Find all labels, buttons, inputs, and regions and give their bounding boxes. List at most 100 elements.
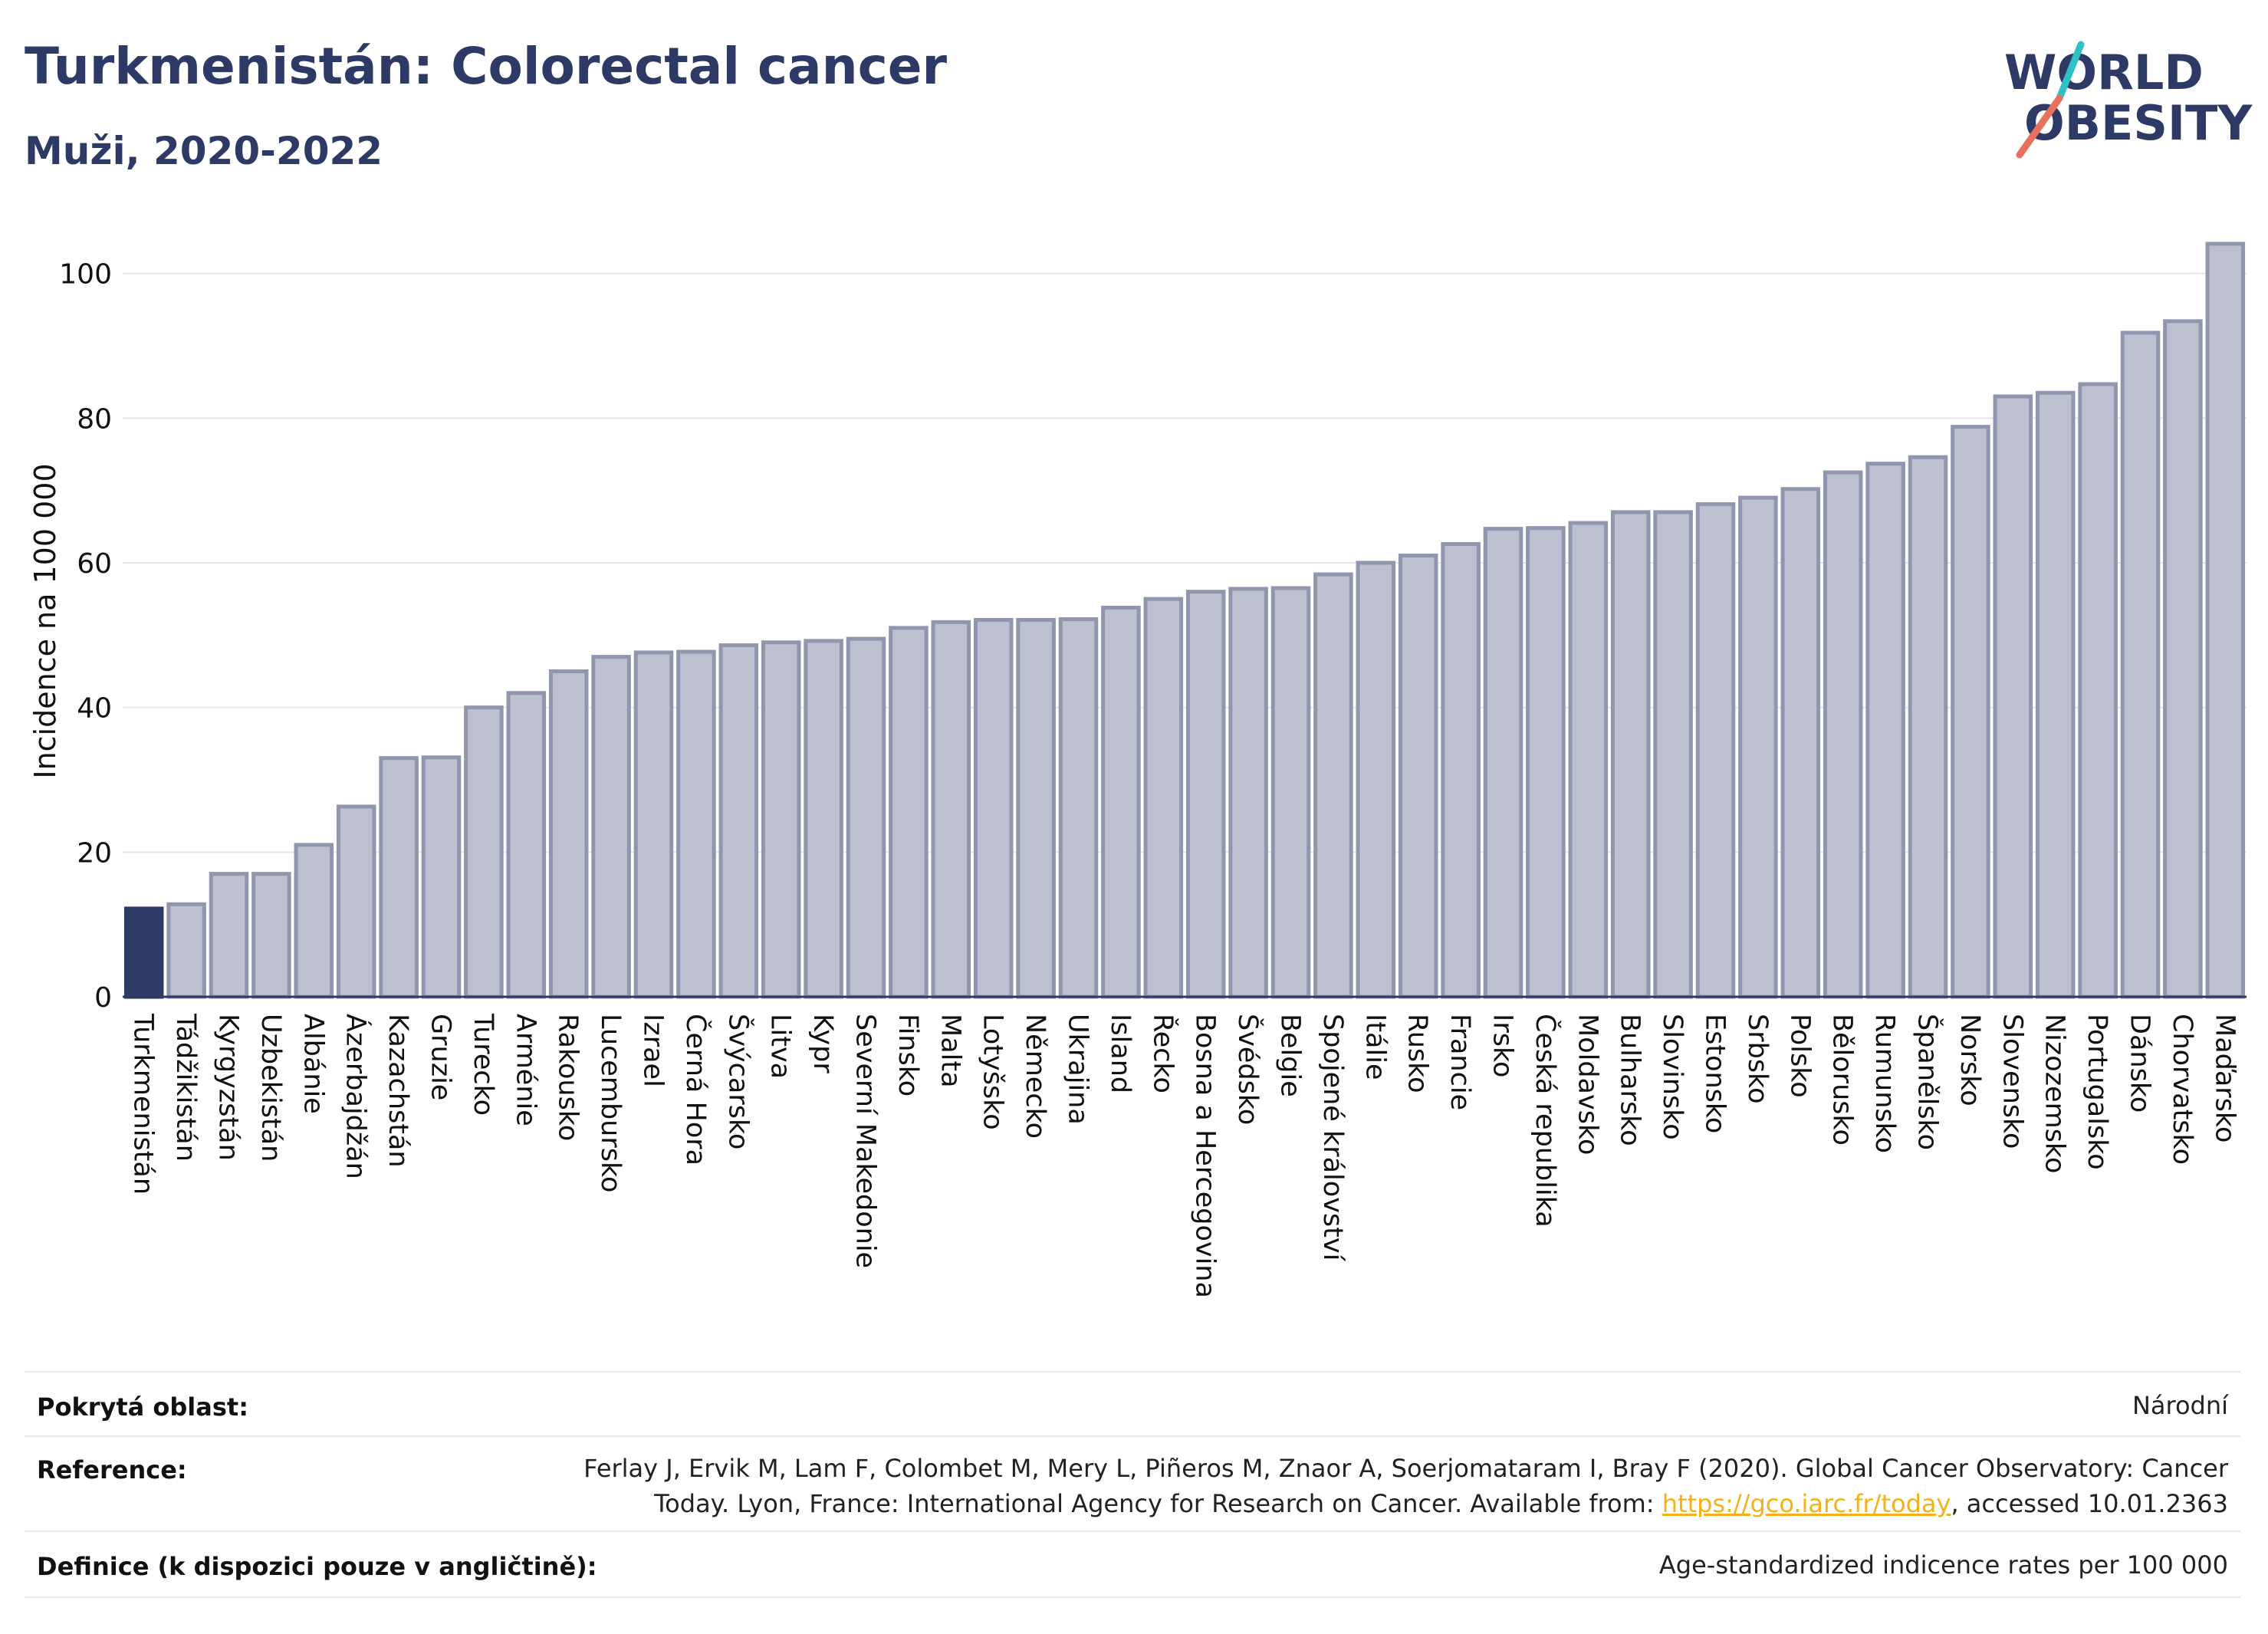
bar[interactable]: [123, 906, 164, 999]
bar[interactable]: [2035, 390, 2076, 999]
x-tick-label: Španělsko: [1912, 1014, 1944, 1150]
bar[interactable]: [889, 626, 929, 999]
x-tick-label: Belgie: [1275, 1014, 1306, 1097]
x-tick-label: Slovinsko: [1657, 1014, 1688, 1140]
x-tick-label: Nizozemsko: [2040, 1014, 2070, 1173]
x-tick-label: Island: [1105, 1014, 1136, 1093]
x-tick-label: Uzbekistán: [255, 1014, 286, 1162]
bar[interactable]: [1526, 526, 1566, 999]
x-tick-label: Portugalsko: [2082, 1014, 2112, 1170]
bar[interactable]: [846, 636, 886, 999]
bar[interactable]: [1058, 617, 1099, 999]
bar[interactable]: [718, 643, 759, 999]
bar[interactable]: [2205, 242, 2246, 999]
bar[interactable]: [1780, 487, 1821, 999]
x-tick-label: Francie: [1445, 1014, 1475, 1110]
reference-link[interactable]: https://gco.iarc.fr/today: [1662, 1489, 1951, 1518]
bar[interactable]: [973, 617, 1014, 999]
x-tick-label: Černá Hora: [680, 1014, 712, 1165]
info-row-coverage: Pokrytá oblast: Národní: [25, 1371, 2240, 1437]
x-tick-label: Ázerbajdžán: [340, 1014, 373, 1179]
x-tick-label: Lucembursko: [595, 1014, 626, 1192]
bar[interactable]: [1908, 455, 1948, 999]
bar[interactable]: [2163, 319, 2203, 999]
bar[interactable]: [931, 620, 971, 999]
bar[interactable]: [1738, 495, 1778, 999]
info-row-reference: Reference: Ferlay J, Ervik M, Lam F, Col…: [25, 1435, 2240, 1532]
bar[interactable]: [591, 655, 631, 999]
x-tick-label: Rakousko: [553, 1014, 583, 1141]
reference-label: Reference:: [37, 1455, 187, 1484]
x-tick-label: Albánie: [297, 1014, 328, 1114]
bar[interactable]: [761, 640, 801, 999]
logo-slash-coral-icon: [2016, 94, 2063, 159]
x-tick-label: Severní Makedonie: [850, 1014, 881, 1268]
bar[interactable]: [1016, 617, 1056, 999]
bar[interactable]: [1865, 462, 1905, 999]
bar[interactable]: [1313, 572, 1353, 999]
bar[interactable]: [1101, 605, 1141, 999]
x-tick-label: Česká republika: [1530, 1014, 1562, 1228]
x-tick-label: Srbsko: [1742, 1014, 1773, 1104]
bar[interactable]: [2120, 330, 2161, 999]
x-tick-label: Polsko: [1784, 1014, 1815, 1098]
x-tick-label: Řecko: [1147, 1014, 1179, 1093]
bar[interactable]: [1695, 502, 1736, 999]
x-tick-label: Malta: [935, 1014, 965, 1088]
bar[interactable]: [1483, 527, 1524, 999]
x-tick-label: Dánsko: [2125, 1014, 2155, 1113]
x-tick-label: Kazachstán: [383, 1014, 413, 1168]
x-tick-label: Lotyšsko: [978, 1014, 1008, 1130]
bar[interactable]: [2078, 382, 2118, 999]
x-tick-label: Turecko: [468, 1013, 498, 1116]
y-tick-label: 60: [77, 548, 112, 580]
x-tick-label: Rumunsko: [1869, 1014, 1900, 1153]
bar[interactable]: [294, 843, 334, 999]
bar[interactable]: [1356, 561, 1396, 999]
bar[interactable]: [251, 872, 291, 999]
bar[interactable]: [633, 650, 674, 999]
bar[interactable]: [676, 649, 716, 999]
bar[interactable]: [1398, 554, 1438, 999]
bar[interactable]: [464, 705, 504, 999]
bar[interactable]: [1143, 597, 1184, 999]
bar[interactable]: [1185, 590, 1226, 999]
x-tick-label: Estonsko: [1700, 1014, 1731, 1133]
bar[interactable]: [1270, 586, 1311, 999]
bar[interactable]: [1441, 541, 1481, 999]
x-tick-label: Kypr: [807, 1014, 838, 1073]
bar[interactable]: [1653, 510, 1693, 999]
definition-label: Definice (k dispozici pouze v angličtině…: [37, 1552, 597, 1581]
bar[interactable]: [336, 804, 376, 999]
bar[interactable]: [1823, 470, 1863, 999]
x-tick-label: Chorvatsko: [2167, 1014, 2197, 1165]
bar[interactable]: [166, 902, 206, 999]
bar[interactable]: [1610, 510, 1651, 999]
x-tick-label: Litva: [765, 1014, 796, 1079]
info-row-definition: Definice (k dispozici pouze v angličtině…: [25, 1530, 2240, 1598]
bar[interactable]: [1228, 587, 1268, 999]
bar[interactable]: [379, 756, 419, 999]
bar[interactable]: [421, 755, 462, 999]
bar[interactable]: [506, 691, 547, 999]
bar[interactable]: [804, 639, 843, 999]
y-tick-label: 40: [77, 693, 112, 725]
coverage-value: Národní: [2132, 1391, 2228, 1420]
y-axis-ticks: 0 20 40 60 80 100: [59, 259, 112, 1014]
chart-title: Turkmenistán: Colorectal cancer: [25, 37, 948, 96]
y-tick-label: 0: [94, 982, 112, 1014]
bars: [123, 242, 2246, 999]
reference-line-2: Today. Lyon, France: International Agenc…: [583, 1486, 2228, 1521]
world-obesity-logo: WORLD OBESITY: [2004, 41, 2253, 159]
bar[interactable]: [1568, 521, 1609, 999]
bar[interactable]: [209, 872, 249, 999]
bar[interactable]: [1951, 425, 1990, 999]
x-axis-labels: Turkmenistán Tádžikistán Kyrgyzstán Uzbekis…: [128, 1013, 2240, 1298]
bar[interactable]: [1993, 394, 2033, 999]
x-tick-label: Bělorusko: [1827, 1014, 1858, 1146]
x-tick-label: Moldavsko: [1572, 1014, 1602, 1155]
chart-subtitle: Muži, 2020-2022: [25, 129, 383, 173]
x-tick-label: Arménie: [510, 1014, 541, 1126]
x-tick-label: Tádžikistán: [170, 1013, 201, 1162]
bar[interactable]: [548, 669, 589, 999]
